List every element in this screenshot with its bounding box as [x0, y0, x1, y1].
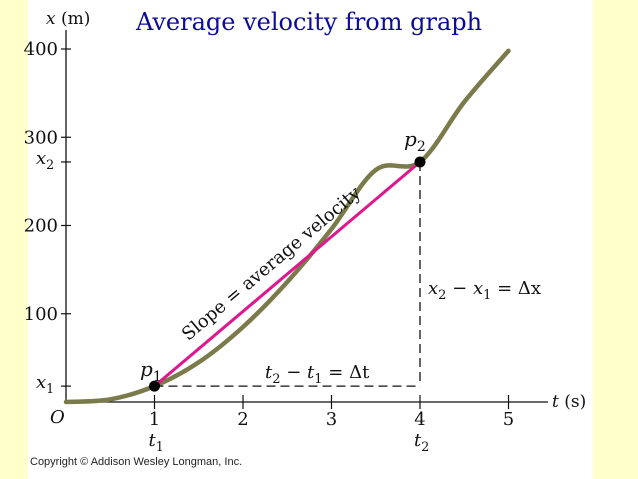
- x-mark-label-2: t2: [414, 430, 429, 454]
- delta-t-label: t2 − t1 = Δt: [265, 362, 370, 387]
- origin-label: O: [50, 407, 65, 428]
- x-tick-label-1: 1: [149, 409, 160, 430]
- y-tick-label-400: 400: [24, 39, 58, 60]
- y-tick-label-300: 300: [24, 127, 58, 148]
- y-mark-label-2: x2: [36, 148, 54, 172]
- delta-x-label: x2 − x1 = Δx: [428, 278, 541, 303]
- slide-title: Average velocity from graph: [136, 8, 483, 36]
- x-tick-label-4: 4: [414, 409, 425, 430]
- point-p2: [414, 156, 426, 168]
- figure-panel: [28, 0, 593, 479]
- x-tick-label-5: 5: [503, 409, 514, 430]
- copyright-text: Copyright © Addison Wesley Longman, Inc.: [30, 456, 243, 468]
- secant-line: [153, 160, 421, 388]
- slope-annotation: Slope = average velocity: [178, 182, 366, 345]
- y-tick-label-200: 200: [24, 216, 58, 237]
- point-p1-label: p1: [140, 357, 162, 385]
- point-p1: [149, 380, 160, 392]
- x-tick-label-2: 2: [237, 409, 248, 430]
- y-mark-label-1: x1: [36, 372, 54, 396]
- point-p2-label: p2: [404, 127, 426, 155]
- x-axis-title: t (s): [552, 392, 586, 412]
- position-curve: [63, 48, 511, 405]
- x-tick-label-3: 3: [326, 409, 337, 430]
- x-mark-label-1: t1: [149, 430, 164, 454]
- y-tick-label-100: 100: [24, 304, 58, 325]
- y-axis-title: x (m): [46, 9, 90, 29]
